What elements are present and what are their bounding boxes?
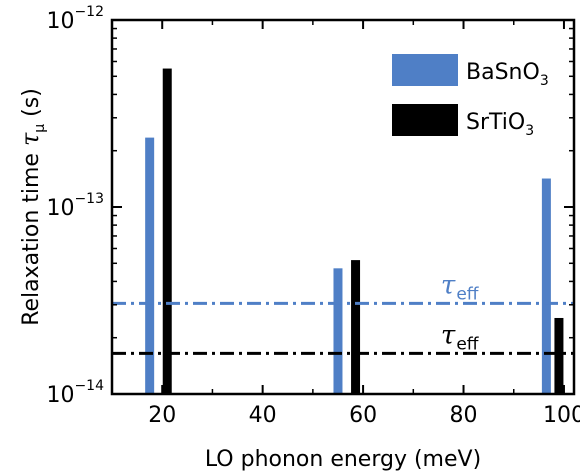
reference-label-subscript: eff	[456, 334, 479, 354]
legend-label-SrTiO3: SrTiO3	[466, 110, 534, 139]
y-tick-label-0: 10−14	[46, 378, 104, 408]
reference-label-tau_eff_SrTiO3: τeff	[441, 320, 480, 354]
bar-BaSnO3-0	[145, 138, 154, 394]
legend-label-main: BaSnO	[466, 60, 540, 85]
bar-SrTiO3-0	[163, 69, 172, 394]
reference-label-symbol: τ	[441, 320, 456, 350]
y-tick-label-1: 10−13	[46, 191, 104, 221]
legend-label-subscript: 3	[540, 73, 549, 89]
reference-label-subscript: eff	[456, 284, 479, 304]
x-tick-label-20: 20	[148, 403, 176, 428]
y-axis-title: Relaxation time τμ (s)	[16, 88, 48, 326]
y-tick-label-base: 10	[46, 383, 74, 408]
bar-BaSnO3-1	[333, 268, 342, 394]
reference-label-tau_eff_BaSnO3: τeff	[441, 270, 480, 304]
legend-label-subscript: 3	[525, 123, 534, 139]
legend-label-BaSnO3: BaSnO3	[466, 60, 549, 89]
y-tick-label-2: 10−12	[46, 4, 104, 34]
reference-lines-layer	[112, 303, 574, 353]
legend-swatch-SrTiO3	[392, 104, 458, 136]
y-tick-label-exponent: −12	[74, 4, 104, 20]
y-axis-title-symbol: τ	[16, 132, 44, 146]
reference-label-symbol: τ	[441, 270, 456, 300]
y-axis-title-unit: (s)	[19, 88, 44, 124]
y-axis-title-main: Relaxation time	[19, 146, 44, 326]
x-tick-label-80: 80	[450, 403, 478, 428]
y-tick-label-base: 10	[46, 196, 74, 221]
x-tick-label-100: 100	[543, 403, 580, 428]
bar-SrTiO3-2	[554, 318, 563, 394]
bar-BaSnO3-2	[542, 179, 551, 394]
legend-swatch-BaSnO3	[392, 54, 458, 86]
x-tick-label-40: 40	[249, 403, 277, 428]
y-tick-label-base: 10	[46, 9, 74, 34]
bar-SrTiO3-1	[351, 260, 360, 394]
legend-label-main: SrTiO	[466, 110, 525, 135]
x-axis-title: LO phonon energy (meV)	[205, 447, 481, 472]
y-axis-title-subscript: μ	[32, 124, 48, 133]
x-tick-label-60: 60	[349, 403, 377, 428]
y-tick-label-exponent: −14	[74, 378, 104, 394]
y-tick-label-exponent: −13	[74, 191, 104, 207]
